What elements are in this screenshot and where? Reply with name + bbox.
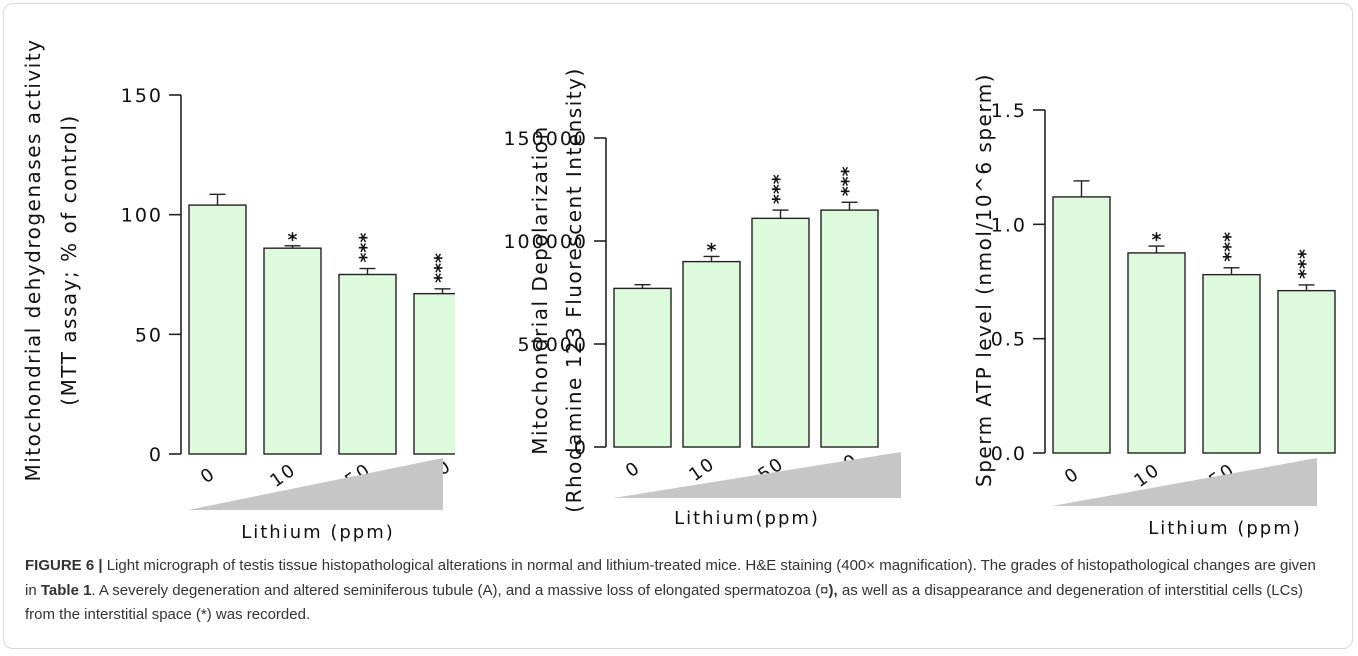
bar <box>682 260 741 448</box>
y-axis-label: Mitochondrial dehydrogenases activity <box>21 39 45 482</box>
significance-mark: *** <box>431 253 453 283</box>
bar <box>1277 289 1336 454</box>
caption-text-3: as well as a disappearance and degenerat… <box>25 581 1303 624</box>
y-tick-label: 1.5 <box>991 100 1027 122</box>
caption-text-2: . A severely degeneration and altered se… <box>91 581 829 599</box>
y-axis-label: Sperm ATP level (nmol/10^6 sperm) <box>972 73 996 487</box>
figure-caption: FIGURE 6 | Light micrograph of testis ti… <box>25 554 1330 628</box>
y-tick-label: 0 <box>574 437 588 459</box>
significance-mark: *** <box>769 174 791 204</box>
y-tick-label: 0.0 <box>991 443 1027 465</box>
y-axis-label: (MTT assay; % of control) <box>57 114 81 405</box>
y-tick-label: 0.5 <box>991 329 1027 351</box>
bar <box>188 204 247 455</box>
significance-mark: * <box>707 239 717 261</box>
bar <box>751 217 810 448</box>
x-category-label: 0 <box>622 457 645 482</box>
dose-wedge <box>188 458 443 510</box>
significance-mark: * <box>288 229 298 251</box>
x-category-label: 0 <box>1061 463 1084 488</box>
significance-mark: *** <box>1220 232 1242 262</box>
dose-wedge <box>613 452 901 498</box>
y-tick-label: 100 <box>121 205 163 227</box>
significance-mark: *** <box>1295 249 1317 279</box>
x-category-label: 10 <box>685 453 719 486</box>
x-category-label: 0 <box>197 463 220 488</box>
bar <box>613 287 672 448</box>
dose-wedge <box>1052 458 1317 506</box>
caption-bold-tail: ), <box>828 581 838 599</box>
y-tick-label: 0 <box>149 444 163 466</box>
y-tick-label: 150 <box>121 85 163 107</box>
x-category-label: 10 <box>266 459 300 492</box>
significance-mark: *** <box>356 233 378 263</box>
bar <box>1127 252 1186 454</box>
bar <box>1052 196 1111 454</box>
bar <box>263 247 322 455</box>
caption-table-ref: Table 1 <box>40 581 92 599</box>
y-axis-label: Mitochondrial Depolarization <box>528 125 552 454</box>
y-tick-label: 1.0 <box>991 214 1027 236</box>
bar <box>413 292 455 455</box>
bar <box>338 273 397 455</box>
x-axis-label: Lithium (ppm) <box>241 522 395 543</box>
bar <box>1202 273 1261 454</box>
caption-text-1: Light micrograph of testis tissue histop… <box>25 557 1316 599</box>
y-tick-label: 100000 <box>503 231 588 253</box>
x-axis-label: Lithium(ppm) <box>674 508 820 529</box>
y-axis-label: (Rhodamine 123 Fluorescent Intensity) <box>562 67 586 512</box>
figure-frame <box>3 3 1353 649</box>
significance-mark: *** <box>838 166 860 196</box>
y-tick-label: 150000 <box>503 128 588 150</box>
caption-label: FIGURE 6 | <box>25 557 103 574</box>
y-tick-label: 50000 <box>518 334 588 356</box>
x-axis-label: Lithium (ppm) <box>1148 518 1302 539</box>
y-tick-label: 50 <box>135 324 163 346</box>
bar <box>820 209 879 448</box>
significance-mark: * <box>1152 229 1162 251</box>
